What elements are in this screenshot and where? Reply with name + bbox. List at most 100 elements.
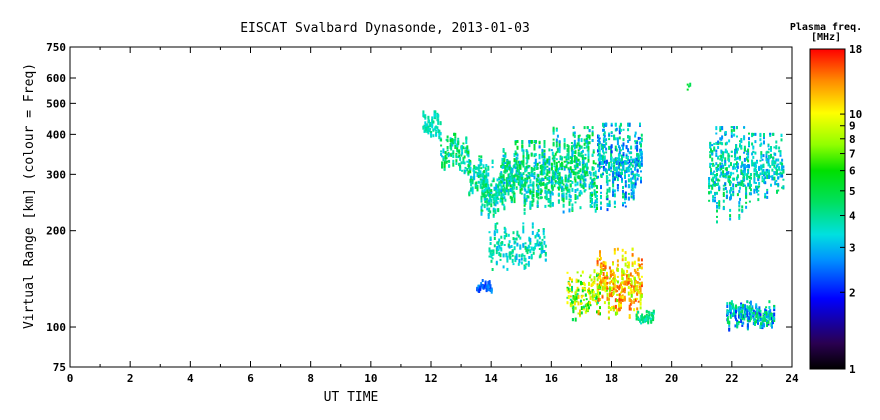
echo-point xyxy=(526,176,529,180)
echo-point xyxy=(541,177,544,181)
echo-point xyxy=(491,159,494,162)
echo-point xyxy=(523,211,526,215)
echo-point xyxy=(504,166,507,171)
echo-point xyxy=(777,176,780,180)
echo-point xyxy=(610,153,613,158)
echo-point xyxy=(533,143,536,147)
echo-point xyxy=(508,164,511,169)
echo-point xyxy=(740,182,743,187)
echo-point xyxy=(588,185,591,188)
echo-point xyxy=(599,250,601,254)
echo-point xyxy=(600,280,603,284)
echo-point xyxy=(746,309,749,312)
echo-point xyxy=(535,190,538,193)
echo-point xyxy=(503,207,506,211)
echo-point xyxy=(574,150,577,155)
echo-point xyxy=(537,243,540,247)
echo-point xyxy=(559,155,562,158)
echo-point xyxy=(761,176,764,180)
echo-point xyxy=(605,175,608,179)
echo-point xyxy=(521,147,524,152)
echo-point xyxy=(527,190,530,194)
echo-point xyxy=(640,156,643,160)
echo-point xyxy=(780,133,783,137)
echo-point xyxy=(772,159,775,164)
echo-point xyxy=(602,278,605,283)
echo-point xyxy=(746,310,749,315)
echo-point xyxy=(569,295,572,298)
echo-point xyxy=(566,153,569,157)
echo-point xyxy=(532,193,535,197)
echo-point xyxy=(604,286,607,291)
echo-point xyxy=(724,182,727,186)
echo-point xyxy=(550,149,553,152)
echo-point xyxy=(550,162,553,166)
echo-point xyxy=(495,199,498,203)
echo-point xyxy=(640,322,643,325)
echo-point xyxy=(712,199,715,203)
echo-point xyxy=(480,180,483,184)
echo-point xyxy=(607,310,610,314)
echo-point xyxy=(566,186,569,189)
echo-point xyxy=(486,202,489,207)
echo-point xyxy=(463,155,466,159)
echo-point xyxy=(630,300,633,305)
echo-point xyxy=(566,144,569,148)
echo-point xyxy=(524,257,527,262)
echo-point xyxy=(590,279,593,282)
echo-point xyxy=(734,151,737,155)
echo-point xyxy=(603,167,606,170)
echo-point xyxy=(610,134,613,137)
echo-point xyxy=(715,149,718,153)
echo-point xyxy=(736,174,739,179)
echo-point xyxy=(742,163,745,167)
echo-point xyxy=(510,172,513,176)
echo-point xyxy=(779,171,782,174)
echo-point xyxy=(532,186,535,188)
echo-point xyxy=(571,203,574,207)
echo-point xyxy=(610,150,613,154)
echo-point xyxy=(497,198,500,200)
echo-point xyxy=(485,194,488,198)
echo-point xyxy=(543,145,546,148)
echo-point xyxy=(478,166,481,170)
echo-point xyxy=(730,129,733,133)
echo-point xyxy=(593,189,596,192)
echo-point xyxy=(733,310,736,313)
echo-point xyxy=(462,157,465,161)
echo-point xyxy=(605,159,608,162)
echo-point xyxy=(583,126,586,130)
echo-point xyxy=(726,318,729,320)
echo-point xyxy=(517,177,520,180)
echo-point xyxy=(614,279,617,282)
echo-point xyxy=(603,157,606,162)
echo-point xyxy=(782,169,785,174)
colorbar-tick-label: 2 xyxy=(849,286,856,299)
echo-point xyxy=(466,149,469,154)
echo-point xyxy=(497,192,500,196)
echo-point xyxy=(553,165,556,168)
echo-point xyxy=(715,178,718,182)
echo-point xyxy=(505,252,508,255)
echo-point xyxy=(503,181,506,184)
echo-point xyxy=(588,183,591,187)
echo-point xyxy=(730,171,732,176)
echo-point xyxy=(516,153,519,157)
echo-point xyxy=(563,166,566,169)
echo-point xyxy=(743,135,746,139)
echo-point xyxy=(539,164,542,169)
echo-point xyxy=(754,132,757,136)
echo-point xyxy=(540,182,543,186)
echo-point xyxy=(592,151,595,154)
echo-point xyxy=(639,282,642,286)
echo-point xyxy=(445,153,448,156)
echo-point xyxy=(622,271,625,274)
echo-point xyxy=(752,309,755,313)
echo-point xyxy=(634,182,637,186)
echo-point xyxy=(544,253,547,257)
echo-point xyxy=(606,194,609,198)
echo-point xyxy=(526,157,529,161)
echo-point xyxy=(543,250,546,253)
echo-point xyxy=(616,275,619,278)
echo-point xyxy=(712,195,715,199)
